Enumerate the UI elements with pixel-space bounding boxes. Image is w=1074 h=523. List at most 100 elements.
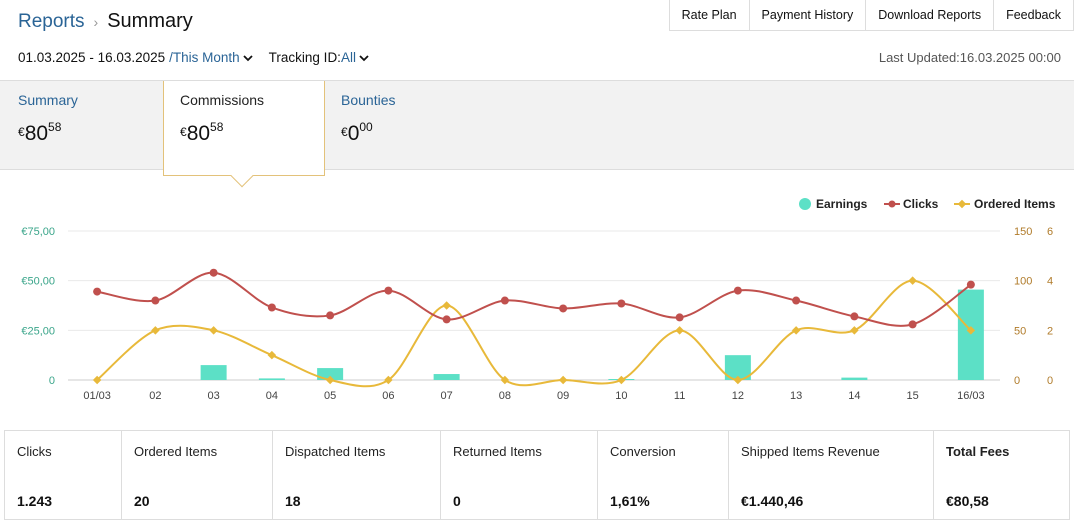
earnings-bar <box>957 289 984 380</box>
ordered-items-point <box>92 375 102 385</box>
legend-ordered-label: Ordered Items <box>974 197 1056 211</box>
download-reports-button[interactable]: Download Reports <box>865 0 995 31</box>
metric-conversion: Conversion 1,61% <box>598 431 729 519</box>
ordered-items-point <box>558 375 568 385</box>
tab-summary-value: €8058 <box>18 120 62 145</box>
x-axis-tick: 13 <box>790 390 802 402</box>
metric-clicks: Clicks 1.243 <box>5 431 122 519</box>
tab-summary[interactable]: Summary €8058 <box>2 81 162 171</box>
x-axis-tick: 08 <box>499 390 511 402</box>
earnings-bar <box>258 378 285 380</box>
rate-plan-button[interactable]: Rate Plan <box>668 0 750 31</box>
legend-clicks-swatch <box>888 200 896 208</box>
ordered-items-point <box>850 326 859 335</box>
right-axis-tick: 100 <box>1014 276 1032 288</box>
metric-ordered-items: Ordered Items 20 <box>122 431 273 519</box>
ordered-items-point <box>384 375 393 385</box>
metric-label: Ordered Items <box>134 444 218 459</box>
metric-value: 0 <box>453 493 461 509</box>
chevron-right-icon: › <box>93 13 99 30</box>
clicks-point <box>966 280 975 289</box>
earnings-bar <box>433 374 460 380</box>
clicks-point <box>500 296 509 305</box>
metric-label: Clicks <box>17 444 52 459</box>
legend-clicks-label: Clicks <box>903 197 939 211</box>
tab-commissions[interactable]: Commissions €8058 <box>163 81 325 188</box>
metric-value: 1,61% <box>610 493 650 509</box>
metric-label: Shipped Items Revenue <box>741 444 880 459</box>
ordered-items-point <box>733 375 743 385</box>
tab-commissions-value: €8058 <box>180 120 224 145</box>
tracking-id-value: All <box>340 50 356 65</box>
period-label: /This Month <box>169 50 240 65</box>
ordered-items-point <box>267 350 277 360</box>
clicks-point <box>733 286 742 295</box>
clicks-point <box>151 296 160 305</box>
date-range: 01.03.2025 - 16.03.2025 <box>18 50 166 65</box>
payment-history-button[interactable]: Payment History <box>748 0 867 31</box>
clicks-point <box>209 268 218 277</box>
legend-earnings-swatch <box>799 198 811 210</box>
breadcrumb: Reports › Summary <box>18 10 193 33</box>
ordered-items-point <box>325 375 335 385</box>
ordered-items-point <box>675 326 684 335</box>
metric-label: Returned Items <box>453 444 542 459</box>
breadcrumb-reports-link[interactable]: Reports <box>18 10 85 32</box>
tab-bounties[interactable]: Bounties €000 <box>325 81 485 171</box>
x-axis-tick: 14 <box>848 390 860 402</box>
left-axis-tick: €50,00 <box>21 276 55 288</box>
right-axis-tick: 6 <box>1047 226 1053 238</box>
performance-chart: 0 €25,00 €50,00 €75,00 0 50 100 150 0 2 4 6 01/03 02 0… <box>0 171 1074 429</box>
ordered-items-point <box>442 301 451 310</box>
clicks-point <box>559 304 568 313</box>
period-dropdown[interactable]: /This Month <box>169 50 253 65</box>
ordered-items-line <box>96 279 972 388</box>
chevron-down-icon <box>359 54 369 61</box>
clicks-point <box>326 311 335 320</box>
clicks-line <box>96 271 972 327</box>
right-axis-tick: 0 <box>1047 375 1053 387</box>
clicks-point <box>908 320 917 329</box>
tab-bounties-value: €000 <box>341 120 373 145</box>
last-updated: Last Updated:16.03.2025 00:00 <box>878 50 1061 65</box>
x-axis-tick: 12 <box>732 390 744 402</box>
top-nav: Rate Plan Payment History Download Repor… <box>668 0 1074 31</box>
left-axis-tick: 0 <box>49 375 55 387</box>
right-axis-tick: 2 <box>1047 325 1053 337</box>
tab-bounties-label: Bounties <box>341 92 396 108</box>
metric-value: 18 <box>285 493 301 509</box>
metric-shipped-items-revenue: Shipped Items Revenue €1.440,46 <box>729 431 934 519</box>
ordered-items-point <box>151 326 160 335</box>
clicks-point <box>267 303 276 312</box>
x-axis-tick: 07 <box>441 390 453 402</box>
x-axis-tick: 09 <box>557 390 569 402</box>
clicks-point <box>792 296 801 305</box>
tab-summary-label: Summary <box>18 92 78 108</box>
x-axis-tick: 16/03 <box>957 390 985 402</box>
metric-value: €1.440,46 <box>741 493 804 509</box>
x-axis-tick: 05 <box>324 390 336 402</box>
clicks-point <box>442 315 451 324</box>
ordered-items-point <box>209 326 218 335</box>
right-axis-tick: 4 <box>1047 276 1053 288</box>
report-tabs: Summary €8058 Commissions €8058 Bounties… <box>0 80 1074 188</box>
x-axis-tick: 03 <box>208 390 220 402</box>
clicks-point <box>93 287 102 296</box>
legend-ordered-swatch <box>957 199 967 209</box>
metric-value: €80,58 <box>946 493 989 509</box>
top-bar: Reports › Summary Rate Plan Payment Hist… <box>0 0 1074 80</box>
clicks-point <box>675 313 684 322</box>
page-title: Summary <box>107 10 193 32</box>
earnings-bar <box>200 365 227 380</box>
ordered-items-point <box>908 276 917 285</box>
metric-label: Total Fees <box>946 444 1010 459</box>
feedback-button[interactable]: Feedback <box>993 0 1074 31</box>
clicks-point <box>850 312 859 321</box>
x-axis-tick: 10 <box>615 390 627 402</box>
x-axis-tick: 06 <box>382 390 394 402</box>
x-axis-tick: 02 <box>149 390 161 402</box>
tracking-id-dropdown[interactable]: Tracking ID: All <box>269 50 369 65</box>
legend-earnings-label: Earnings <box>816 197 868 211</box>
left-axis-tick: €25,00 <box>21 325 55 337</box>
left-axis-tick: €75,00 <box>21 226 55 238</box>
